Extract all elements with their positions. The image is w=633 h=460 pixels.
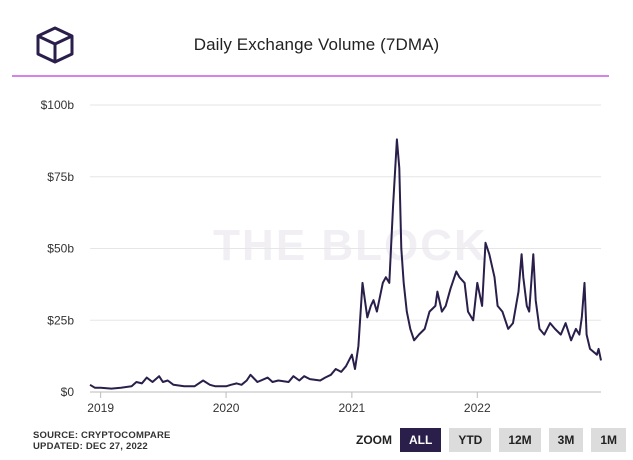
x-tick-label: 2021 [339, 401, 366, 415]
series-line [89, 138, 602, 390]
the-block-logo-icon [36, 26, 74, 64]
zoom-controls: ZOOM ALL YTD 12M 3M 1M [356, 428, 633, 452]
zoom-ytd-button[interactable]: YTD [449, 428, 492, 452]
watermark-text: THE BLOCK [213, 221, 488, 270]
y-tick-label: $50b [47, 242, 74, 256]
title-divider [12, 75, 609, 77]
chart-canvas: THE BLOCK $0 $25b $50b $75b $100b 2019 2020 2021… [41, 98, 602, 415]
x-tick-label: 2020 [213, 401, 240, 415]
source-note: SOURCE: CRYPTOCOMPARE UPDATED: DEC 27, 2… [33, 430, 171, 452]
zoom-3m-button[interactable]: 3M [548, 428, 584, 452]
y-tick-label: $100b [41, 98, 75, 112]
y-tick-label: $0 [61, 385, 75, 399]
zoom-12m-button[interactable]: 12M [499, 428, 541, 452]
x-tick-label: 2019 [87, 401, 114, 415]
zoom-label: ZOOM [356, 433, 392, 447]
updated-line: UPDATED: DEC 27, 2022 [33, 441, 148, 452]
y-tick-label: $75b [47, 170, 74, 184]
chart-title: Daily Exchange Volume (7DMA) [193, 35, 440, 54]
x-tick-label: 2022 [464, 401, 491, 415]
y-tick-label: $25b [47, 313, 74, 327]
source-line: SOURCE: CRYPTOCOMPARE [33, 430, 171, 441]
zoom-1m-button[interactable]: 1M [591, 428, 627, 452]
zoom-all-button[interactable]: ALL [400, 428, 442, 452]
